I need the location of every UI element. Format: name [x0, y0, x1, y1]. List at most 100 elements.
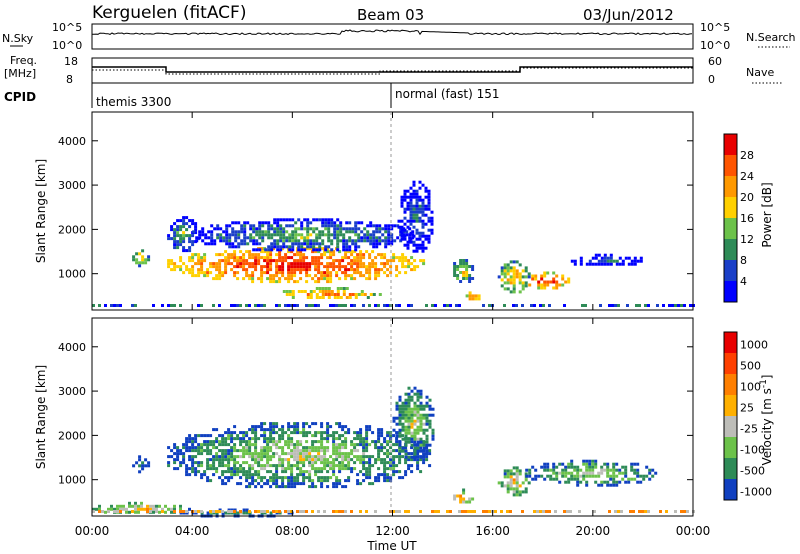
echo-cell — [192, 230, 196, 234]
echo-cell — [293, 262, 297, 266]
echo-cell — [260, 467, 264, 471]
echo-cell — [552, 465, 556, 469]
echo-cell — [356, 431, 360, 435]
echo-cell — [308, 247, 312, 251]
echo-cell — [398, 440, 402, 444]
echo-cell — [357, 221, 361, 225]
echo-cell — [348, 245, 352, 249]
echo-cell — [407, 416, 411, 420]
echo-cell — [351, 230, 355, 234]
echo-cell — [300, 221, 304, 225]
echo-cell — [110, 507, 113, 511]
echo-cell — [303, 290, 307, 293]
echo-cell — [353, 443, 357, 447]
echo-cell — [155, 504, 158, 508]
echo-cell — [413, 404, 417, 408]
freq-unit: [MHz] — [4, 67, 36, 80]
echo-cell — [537, 283, 541, 287]
echo-cell — [182, 446, 186, 450]
echo-cell — [425, 416, 429, 420]
echo-cell — [371, 440, 375, 444]
echo-cell — [312, 218, 316, 222]
echo-cell — [422, 428, 426, 432]
echo-cell — [287, 250, 291, 254]
echo-cell — [161, 510, 164, 513]
echo-cell — [281, 247, 285, 251]
echo-cell — [260, 464, 264, 468]
echo-cell — [201, 233, 205, 237]
echo-cell — [306, 245, 310, 249]
echo-cell — [173, 461, 177, 465]
echo-cell — [315, 242, 319, 246]
echo-cell — [677, 304, 680, 307]
echo-cell — [200, 510, 203, 513]
echo-cell — [407, 425, 411, 429]
echo-cell — [407, 437, 411, 441]
echo-cell — [626, 304, 629, 307]
echo-cell — [281, 259, 285, 263]
echo-cell — [191, 259, 195, 263]
echo-cell — [284, 256, 288, 260]
echo-cell — [428, 422, 432, 426]
echo-cell — [566, 510, 569, 513]
echo-cell — [403, 237, 407, 241]
echo-cell — [218, 271, 222, 275]
echo-cell — [299, 271, 303, 275]
echo-cell — [606, 256, 610, 260]
echo-cell — [312, 248, 316, 252]
echo-cell — [246, 242, 250, 246]
echo-cell — [290, 452, 294, 456]
echo-cell — [285, 218, 289, 222]
echo-cell — [369, 293, 373, 296]
echo-cell — [330, 221, 334, 225]
echo-cell — [332, 510, 335, 513]
echo-cell — [279, 236, 283, 240]
echo-cell — [275, 479, 279, 483]
echo-cell — [323, 461, 327, 465]
echo-cell — [320, 437, 324, 441]
echo-cell — [384, 236, 388, 240]
echo-cell — [567, 477, 571, 481]
echo-cell — [230, 470, 234, 474]
echo-cell — [275, 467, 279, 471]
echo-cell — [418, 231, 422, 235]
echo-cell — [404, 455, 408, 459]
echo-cell — [287, 274, 291, 278]
echo-cell — [621, 262, 625, 266]
echo-cell — [576, 483, 580, 487]
echo-cell — [401, 259, 405, 263]
echo-cell — [407, 265, 411, 269]
echo-cell — [375, 224, 379, 228]
echo-cell — [392, 458, 396, 462]
echo-cell — [662, 304, 665, 307]
echo-cell — [236, 467, 240, 471]
echo-cell — [273, 230, 277, 234]
echo-cell — [224, 250, 228, 254]
echo-cell — [344, 437, 348, 441]
echo-cell — [369, 236, 373, 240]
echo-cell — [200, 256, 204, 260]
echo-cell — [576, 471, 580, 475]
echo-cell — [197, 461, 201, 465]
echo-cell — [333, 296, 337, 299]
echo-cell — [360, 221, 364, 225]
echo-cell — [415, 219, 419, 223]
echo-cell — [359, 437, 363, 441]
echo-cell — [368, 271, 372, 275]
echo-cell — [282, 227, 286, 231]
echo-cell — [410, 440, 414, 444]
ytick-label: 1000 — [58, 474, 86, 487]
echo-cell — [303, 227, 307, 231]
echo-cell — [161, 507, 164, 511]
echo-cell — [374, 443, 378, 447]
echo-cell — [421, 240, 425, 244]
echo-cell — [639, 256, 643, 260]
echo-cell — [263, 464, 267, 468]
echo-cell — [173, 446, 177, 450]
echo-cell — [284, 304, 287, 307]
echo-cell — [366, 230, 370, 234]
echo-cell — [300, 227, 304, 231]
echo-cell — [185, 440, 189, 444]
echo-cell — [263, 256, 267, 260]
echo-cell — [428, 449, 432, 453]
